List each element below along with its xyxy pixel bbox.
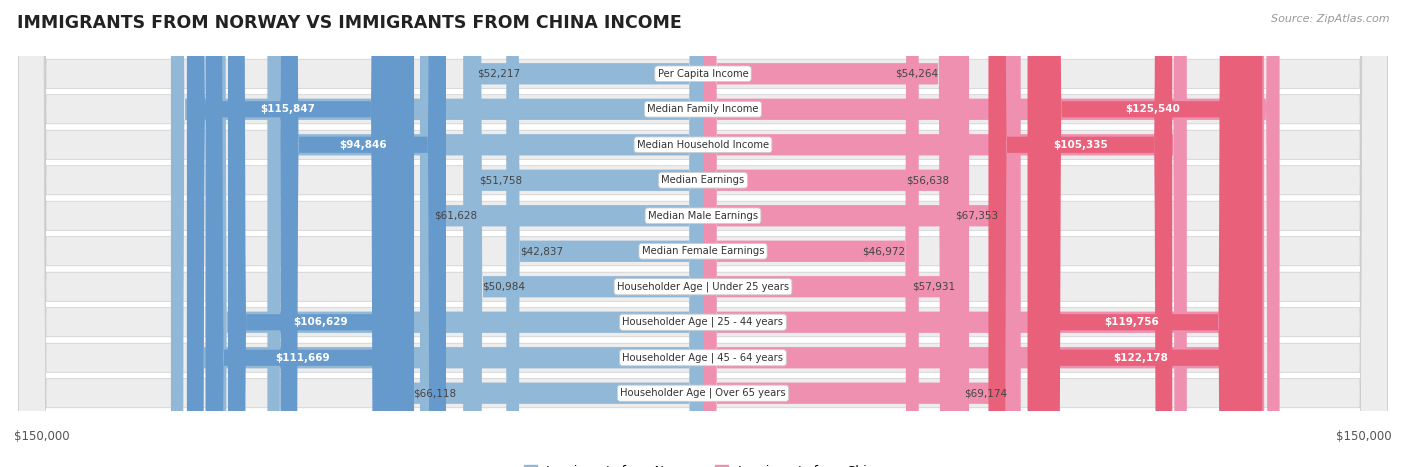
Text: $67,353: $67,353 bbox=[956, 211, 998, 221]
FancyBboxPatch shape bbox=[703, 0, 952, 467]
FancyBboxPatch shape bbox=[703, 0, 1012, 467]
FancyBboxPatch shape bbox=[703, 0, 918, 467]
Text: $105,335: $105,335 bbox=[1053, 140, 1108, 150]
Text: $54,264: $54,264 bbox=[896, 69, 938, 79]
FancyBboxPatch shape bbox=[506, 0, 703, 467]
FancyBboxPatch shape bbox=[18, 0, 1388, 467]
Text: $56,638: $56,638 bbox=[907, 175, 949, 185]
Text: $46,972: $46,972 bbox=[862, 246, 905, 256]
Text: $61,628: $61,628 bbox=[433, 211, 477, 221]
FancyBboxPatch shape bbox=[1028, 0, 1236, 467]
FancyBboxPatch shape bbox=[18, 0, 1388, 467]
Text: $106,629: $106,629 bbox=[294, 317, 349, 327]
FancyBboxPatch shape bbox=[703, 0, 1187, 467]
Text: $94,846: $94,846 bbox=[339, 140, 387, 150]
FancyBboxPatch shape bbox=[228, 0, 413, 467]
Text: $122,178: $122,178 bbox=[1114, 353, 1168, 363]
Text: Householder Age | Over 65 years: Householder Age | Over 65 years bbox=[620, 388, 786, 398]
Text: $50,984: $50,984 bbox=[482, 282, 526, 292]
FancyBboxPatch shape bbox=[468, 0, 703, 467]
FancyBboxPatch shape bbox=[190, 0, 703, 467]
FancyBboxPatch shape bbox=[214, 0, 703, 467]
Text: Per Capita Income: Per Capita Income bbox=[658, 69, 748, 79]
Text: $150,000: $150,000 bbox=[14, 431, 70, 444]
FancyBboxPatch shape bbox=[280, 0, 446, 467]
FancyBboxPatch shape bbox=[420, 0, 703, 467]
FancyBboxPatch shape bbox=[18, 0, 1388, 467]
Text: $69,174: $69,174 bbox=[963, 388, 1007, 398]
Text: $51,758: $51,758 bbox=[479, 175, 522, 185]
FancyBboxPatch shape bbox=[1043, 0, 1263, 467]
Text: Householder Age | 25 - 44 years: Householder Age | 25 - 44 years bbox=[623, 317, 783, 327]
Text: Householder Age | Under 25 years: Householder Age | Under 25 years bbox=[617, 282, 789, 292]
FancyBboxPatch shape bbox=[988, 0, 1173, 467]
FancyBboxPatch shape bbox=[703, 0, 1253, 467]
FancyBboxPatch shape bbox=[1033, 0, 1247, 467]
FancyBboxPatch shape bbox=[18, 0, 1388, 467]
FancyBboxPatch shape bbox=[703, 0, 1279, 467]
Text: $125,540: $125,540 bbox=[1125, 104, 1180, 114]
FancyBboxPatch shape bbox=[703, 0, 1264, 467]
FancyBboxPatch shape bbox=[463, 0, 703, 467]
Legend: Immigrants from Norway, Immigrants from China: Immigrants from Norway, Immigrants from … bbox=[519, 460, 887, 467]
FancyBboxPatch shape bbox=[267, 0, 703, 467]
FancyBboxPatch shape bbox=[18, 0, 1388, 467]
FancyBboxPatch shape bbox=[703, 0, 963, 467]
Text: Median Female Earnings: Median Female Earnings bbox=[641, 246, 765, 256]
Text: $57,931: $57,931 bbox=[912, 282, 955, 292]
FancyBboxPatch shape bbox=[703, 0, 1021, 467]
FancyBboxPatch shape bbox=[703, 0, 969, 467]
Text: Source: ZipAtlas.com: Source: ZipAtlas.com bbox=[1271, 14, 1389, 24]
Text: Median Earnings: Median Earnings bbox=[661, 175, 745, 185]
Text: Median Household Income: Median Household Income bbox=[637, 140, 769, 150]
FancyBboxPatch shape bbox=[18, 0, 1388, 467]
FancyBboxPatch shape bbox=[18, 0, 1388, 467]
FancyBboxPatch shape bbox=[205, 0, 401, 467]
Text: Householder Age | 45 - 64 years: Householder Age | 45 - 64 years bbox=[623, 353, 783, 363]
FancyBboxPatch shape bbox=[465, 0, 703, 467]
FancyBboxPatch shape bbox=[187, 0, 389, 467]
FancyBboxPatch shape bbox=[18, 0, 1388, 467]
Text: Median Male Earnings: Median Male Earnings bbox=[648, 211, 758, 221]
Text: IMMIGRANTS FROM NORWAY VS IMMIGRANTS FROM CHINA INCOME: IMMIGRANTS FROM NORWAY VS IMMIGRANTS FRO… bbox=[17, 14, 682, 32]
Text: $111,669: $111,669 bbox=[276, 353, 330, 363]
Text: $150,000: $150,000 bbox=[1336, 431, 1392, 444]
Text: $119,756: $119,756 bbox=[1105, 317, 1160, 327]
FancyBboxPatch shape bbox=[172, 0, 703, 467]
Text: $66,118: $66,118 bbox=[413, 388, 456, 398]
Text: $115,847: $115,847 bbox=[260, 104, 315, 114]
FancyBboxPatch shape bbox=[399, 0, 703, 467]
Text: $52,217: $52,217 bbox=[477, 69, 520, 79]
FancyBboxPatch shape bbox=[18, 0, 1388, 467]
Text: Median Family Income: Median Family Income bbox=[647, 104, 759, 114]
FancyBboxPatch shape bbox=[18, 0, 1388, 467]
Text: $42,837: $42,837 bbox=[520, 246, 564, 256]
